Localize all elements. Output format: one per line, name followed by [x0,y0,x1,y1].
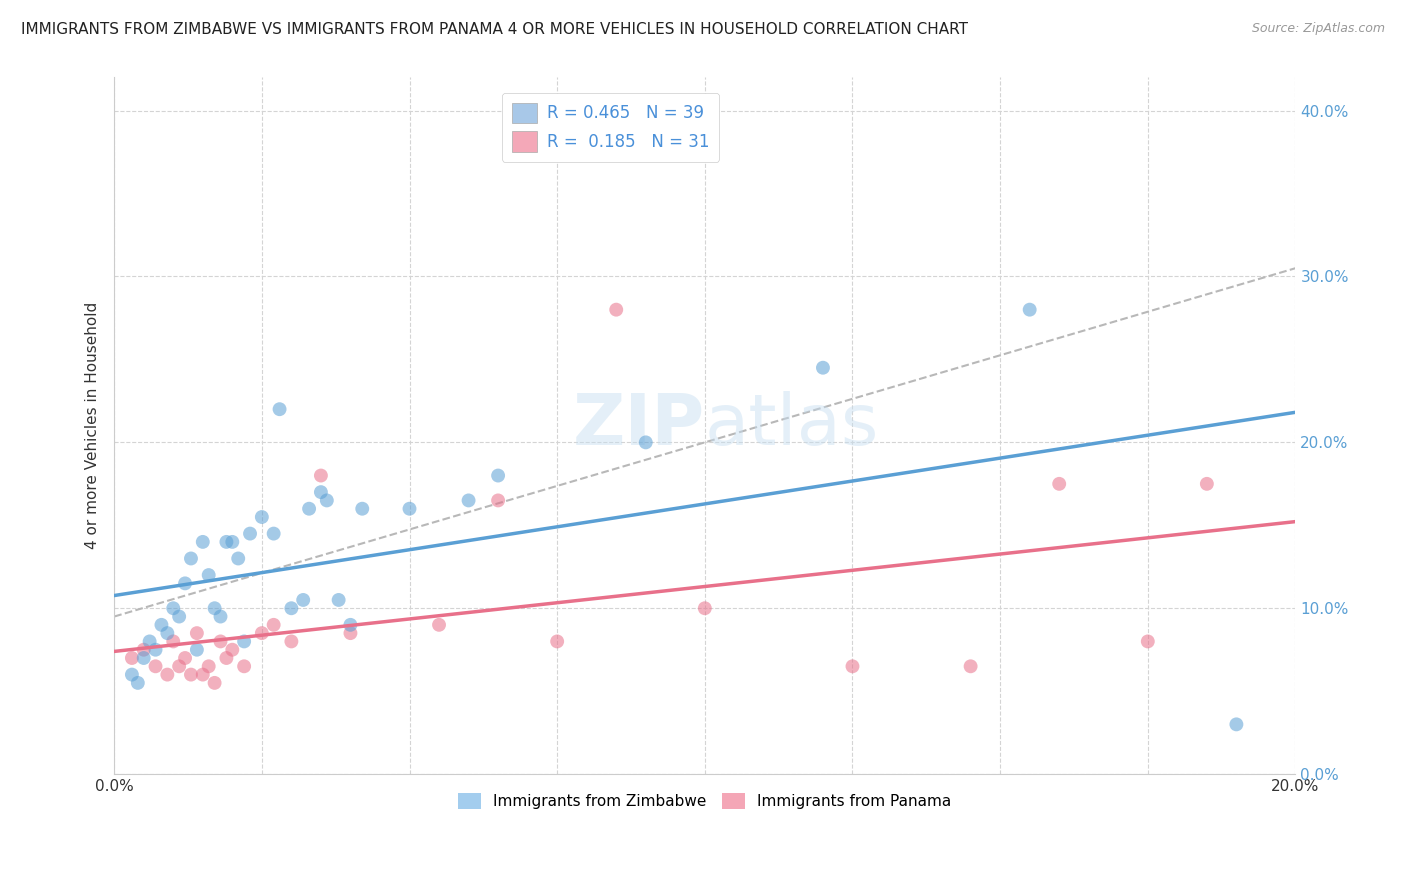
Point [546,634,568,648]
Point [221,642,243,657]
Point [167,659,190,673]
Point [180,667,202,681]
Point [197,659,219,673]
Point [263,617,285,632]
Point [204,676,226,690]
Point [457,493,479,508]
Point [841,659,863,673]
Point [150,617,173,632]
Point [127,676,149,690]
Text: Source: ZipAtlas.com: Source: ZipAtlas.com [1251,22,1385,36]
Point [269,402,291,417]
Point [132,651,155,665]
Point [250,510,273,524]
Legend: Immigrants from Zimbabwe, Immigrants from Panama: Immigrants from Zimbabwe, Immigrants fro… [453,787,957,815]
Text: atlas: atlas [704,392,879,460]
Point [811,360,834,375]
Point [398,501,420,516]
Point [132,642,155,657]
Point [209,634,232,648]
Point [186,642,208,657]
Point [486,468,509,483]
Point [156,667,179,681]
Point [427,617,450,632]
Point [162,601,184,615]
Point [221,535,243,549]
Point [298,501,321,516]
Point [328,593,350,607]
Point [215,535,238,549]
Point [634,435,657,450]
Point [1195,476,1218,491]
Point [280,634,302,648]
Point [959,659,981,673]
Point [309,468,332,483]
Point [174,576,197,591]
Point [1225,717,1247,731]
Point [339,626,361,640]
Point [486,493,509,508]
Point [1018,302,1040,317]
Point [145,642,167,657]
Point [1047,476,1070,491]
Point [280,601,302,615]
Point [162,634,184,648]
Point [186,626,208,640]
Point [1136,634,1159,648]
Point [156,626,179,640]
Point [180,551,202,566]
Point [209,609,232,624]
Point [191,667,214,681]
Point [605,302,627,317]
Point [145,659,167,673]
Point [121,667,143,681]
Point [339,617,361,632]
Point [174,651,197,665]
Point [226,551,249,566]
Point [215,651,238,665]
Point [250,626,273,640]
Point [233,634,256,648]
Text: IMMIGRANTS FROM ZIMBABWE VS IMMIGRANTS FROM PANAMA 4 OR MORE VEHICLES IN HOUSEHO: IMMIGRANTS FROM ZIMBABWE VS IMMIGRANTS F… [21,22,969,37]
Point [204,601,226,615]
Point [693,601,716,615]
Point [197,568,219,582]
Point [233,659,256,673]
Text: ZIP: ZIP [572,392,704,460]
Point [121,651,143,665]
Point [263,526,285,541]
Point [315,493,337,508]
Point [292,593,315,607]
Point [138,634,160,648]
Point [167,609,190,624]
Y-axis label: 4 or more Vehicles in Household: 4 or more Vehicles in Household [86,302,100,549]
Point [352,501,374,516]
Point [239,526,262,541]
Point [191,535,214,549]
Point [309,485,332,500]
